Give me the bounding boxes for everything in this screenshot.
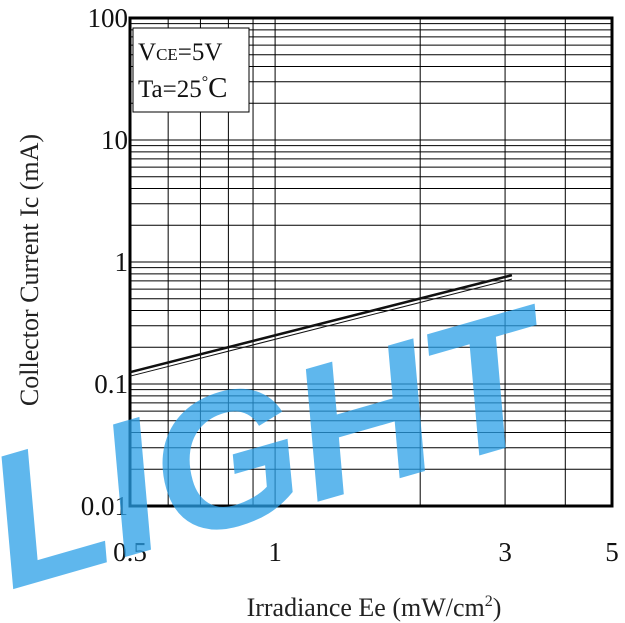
series	[129, 273, 513, 377]
y-axis-label: Collector Current Ic (mA)	[15, 134, 44, 406]
y-tick-label-1: 0.1	[94, 369, 128, 399]
annotation-vce: VCE=5V	[138, 39, 222, 66]
tick-labels: 0.01 0.1 1 10 100 0.5 1 3 5	[81, 3, 619, 567]
x-tick-label-1: 1	[268, 537, 282, 567]
y-tick-label-4: 100	[88, 3, 129, 33]
svg-text:LIGHT: LIGHT	[0, 265, 583, 623]
x-tick-label-3: 5	[605, 537, 619, 567]
y-tick-label-2: 1	[115, 247, 129, 277]
series-line-0	[129, 273, 513, 374]
y-tick-label-3: 10	[101, 125, 128, 155]
annotation-temperature: Ta=25°C	[138, 72, 227, 104]
annotation-box	[132, 27, 250, 113]
y-tick-label-0: 0.01	[81, 491, 128, 521]
x-tick-label-2: 3	[498, 537, 512, 567]
x-axis-label: Irradiance Ee (mW/cm2)	[247, 593, 502, 622]
series-line-0-outline	[129, 278, 513, 377]
watermark: LIGHT	[0, 265, 583, 623]
plot-frame	[128, 16, 614, 508]
x-tick-label-0: 0.5	[113, 537, 147, 567]
grid-lines	[128, 16, 614, 508]
